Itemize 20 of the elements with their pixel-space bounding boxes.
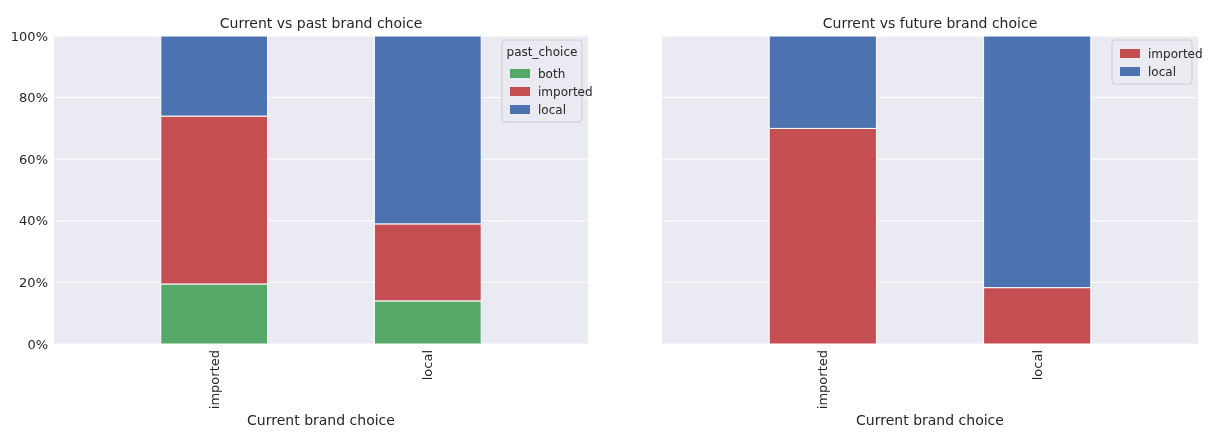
x-axis-title: Current brand choice — [247, 412, 395, 428]
y-tick-label: 80% — [19, 90, 48, 106]
x-tick-label: imported — [815, 350, 831, 410]
x-tick-label: imported — [206, 350, 222, 410]
y-tick-label: 60% — [19, 151, 48, 167]
x-tick-label: local — [1029, 350, 1045, 381]
y-tick-label: 20% — [19, 274, 48, 290]
y-tick-label: 0% — [27, 336, 48, 352]
x-tick-label: local — [420, 350, 436, 381]
legend-label: local — [538, 103, 566, 117]
chart-title: Current vs past brand choice — [219, 15, 423, 31]
y-tick-label: 40% — [19, 213, 48, 229]
chart-title: Current vs future brand choice — [822, 15, 1038, 31]
legend-label: imported — [1148, 47, 1203, 61]
legend-label: imported — [538, 85, 593, 99]
legend-label: both — [538, 67, 566, 81]
y-tick-label: 100% — [10, 28, 48, 44]
x-axis-title: Current brand choice — [856, 412, 1004, 428]
legend-title: past_choice — [506, 45, 578, 59]
legend-label: local — [1148, 65, 1176, 79]
